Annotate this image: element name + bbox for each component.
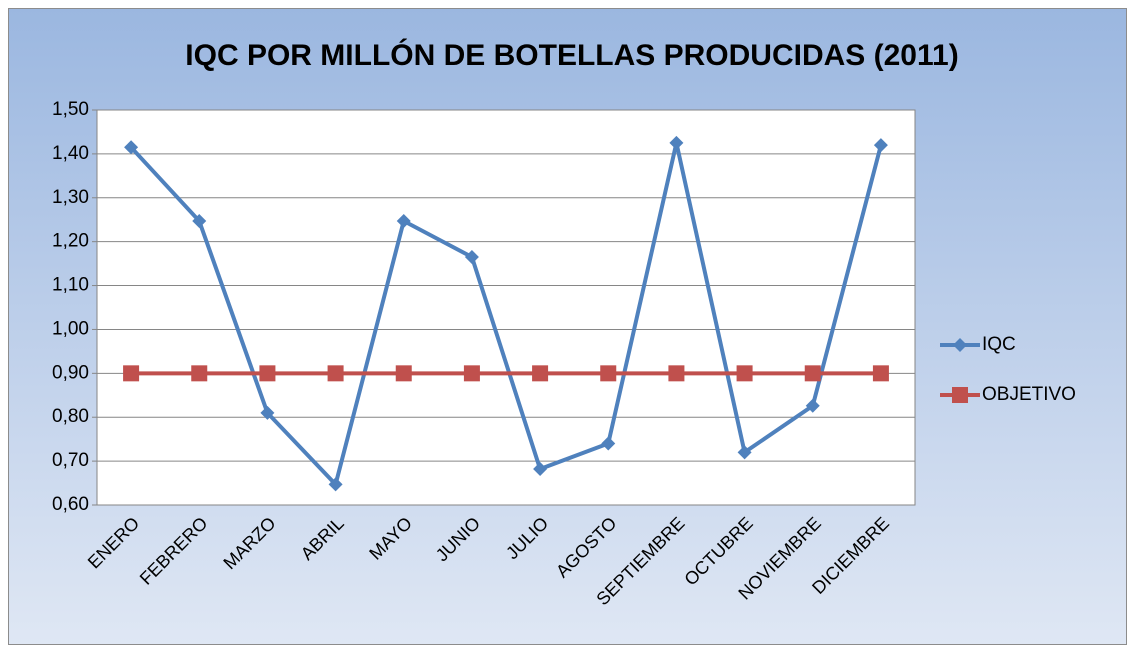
marker xyxy=(532,365,549,382)
chart-title: IQC POR MILLÓN DE BOTELLAS PRODUCIDAS (2… xyxy=(185,38,958,72)
marker xyxy=(533,462,548,477)
marker xyxy=(668,365,685,382)
marker xyxy=(805,398,820,413)
marker xyxy=(260,405,275,420)
marker xyxy=(396,214,411,229)
marker xyxy=(327,365,344,382)
marker xyxy=(737,445,752,460)
y-tick-label: 1,00 xyxy=(52,318,89,339)
plot-area xyxy=(96,109,916,506)
marker xyxy=(124,140,139,155)
marker xyxy=(191,365,208,382)
marker xyxy=(804,365,821,382)
marker xyxy=(259,365,276,382)
y-tick-label: 0,70 xyxy=(52,450,89,471)
marker xyxy=(463,365,480,382)
y-tick-label: 0,90 xyxy=(52,362,89,383)
marker xyxy=(669,135,684,150)
marker xyxy=(123,365,140,382)
marker xyxy=(328,477,343,492)
y-tick-label: 0,80 xyxy=(52,406,89,427)
marker xyxy=(192,214,207,229)
y-tick-label: 1,40 xyxy=(52,143,89,164)
marker xyxy=(873,138,888,153)
legend-label: IQC xyxy=(982,334,1016,355)
marker xyxy=(953,338,967,352)
y-tick-label: 1,10 xyxy=(52,275,89,296)
marker xyxy=(600,365,617,382)
marker xyxy=(736,365,753,382)
series-line xyxy=(129,142,883,489)
marker xyxy=(464,250,479,265)
marker xyxy=(952,387,968,403)
marker xyxy=(601,436,616,451)
legend-label: OBJETIVO xyxy=(982,384,1076,405)
marker xyxy=(872,365,889,382)
marker xyxy=(395,365,412,382)
y-tick-label: 1,50 xyxy=(52,99,89,120)
y-tick-label: 0,60 xyxy=(52,494,89,515)
y-tick-label: 1,20 xyxy=(52,231,89,252)
y-tick-label: 1,30 xyxy=(52,187,89,208)
